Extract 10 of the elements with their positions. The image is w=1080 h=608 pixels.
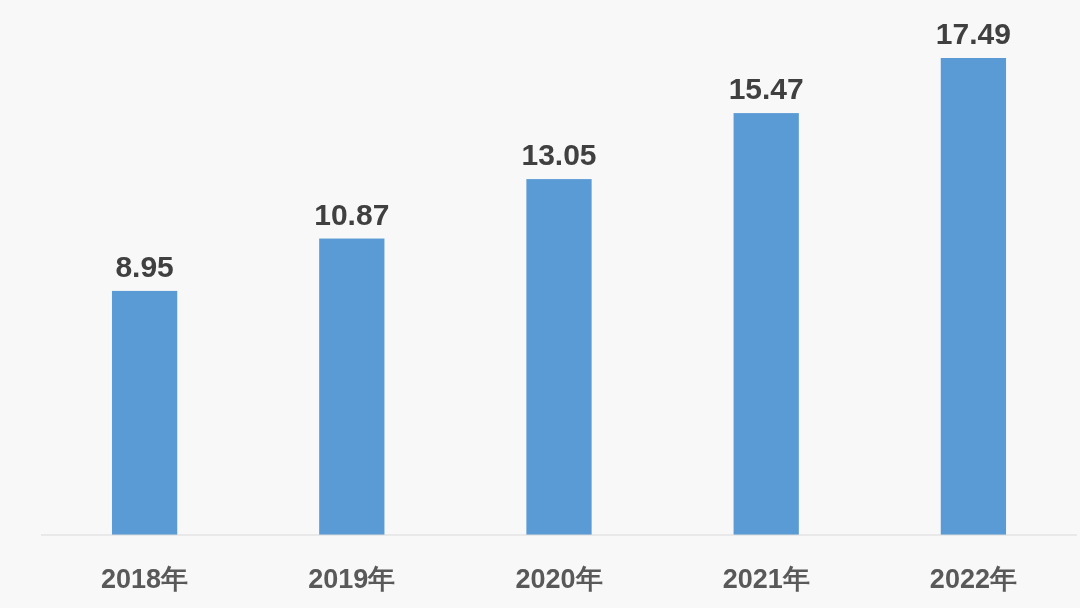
x-tick-label: 2020年	[515, 564, 603, 594]
x-tick-label: 2021年	[722, 564, 810, 594]
data-label: 13.05	[521, 138, 597, 172]
x-tick-label: 2018年	[101, 564, 189, 594]
data-label: 15.47	[728, 72, 804, 106]
data-label: 10.87	[314, 197, 390, 231]
x-tick-label: 2022年	[929, 564, 1017, 594]
data-label: 8.95	[115, 249, 174, 283]
data-label: 17.49	[935, 17, 1011, 50]
x-tick-label: 2019年	[308, 564, 396, 594]
